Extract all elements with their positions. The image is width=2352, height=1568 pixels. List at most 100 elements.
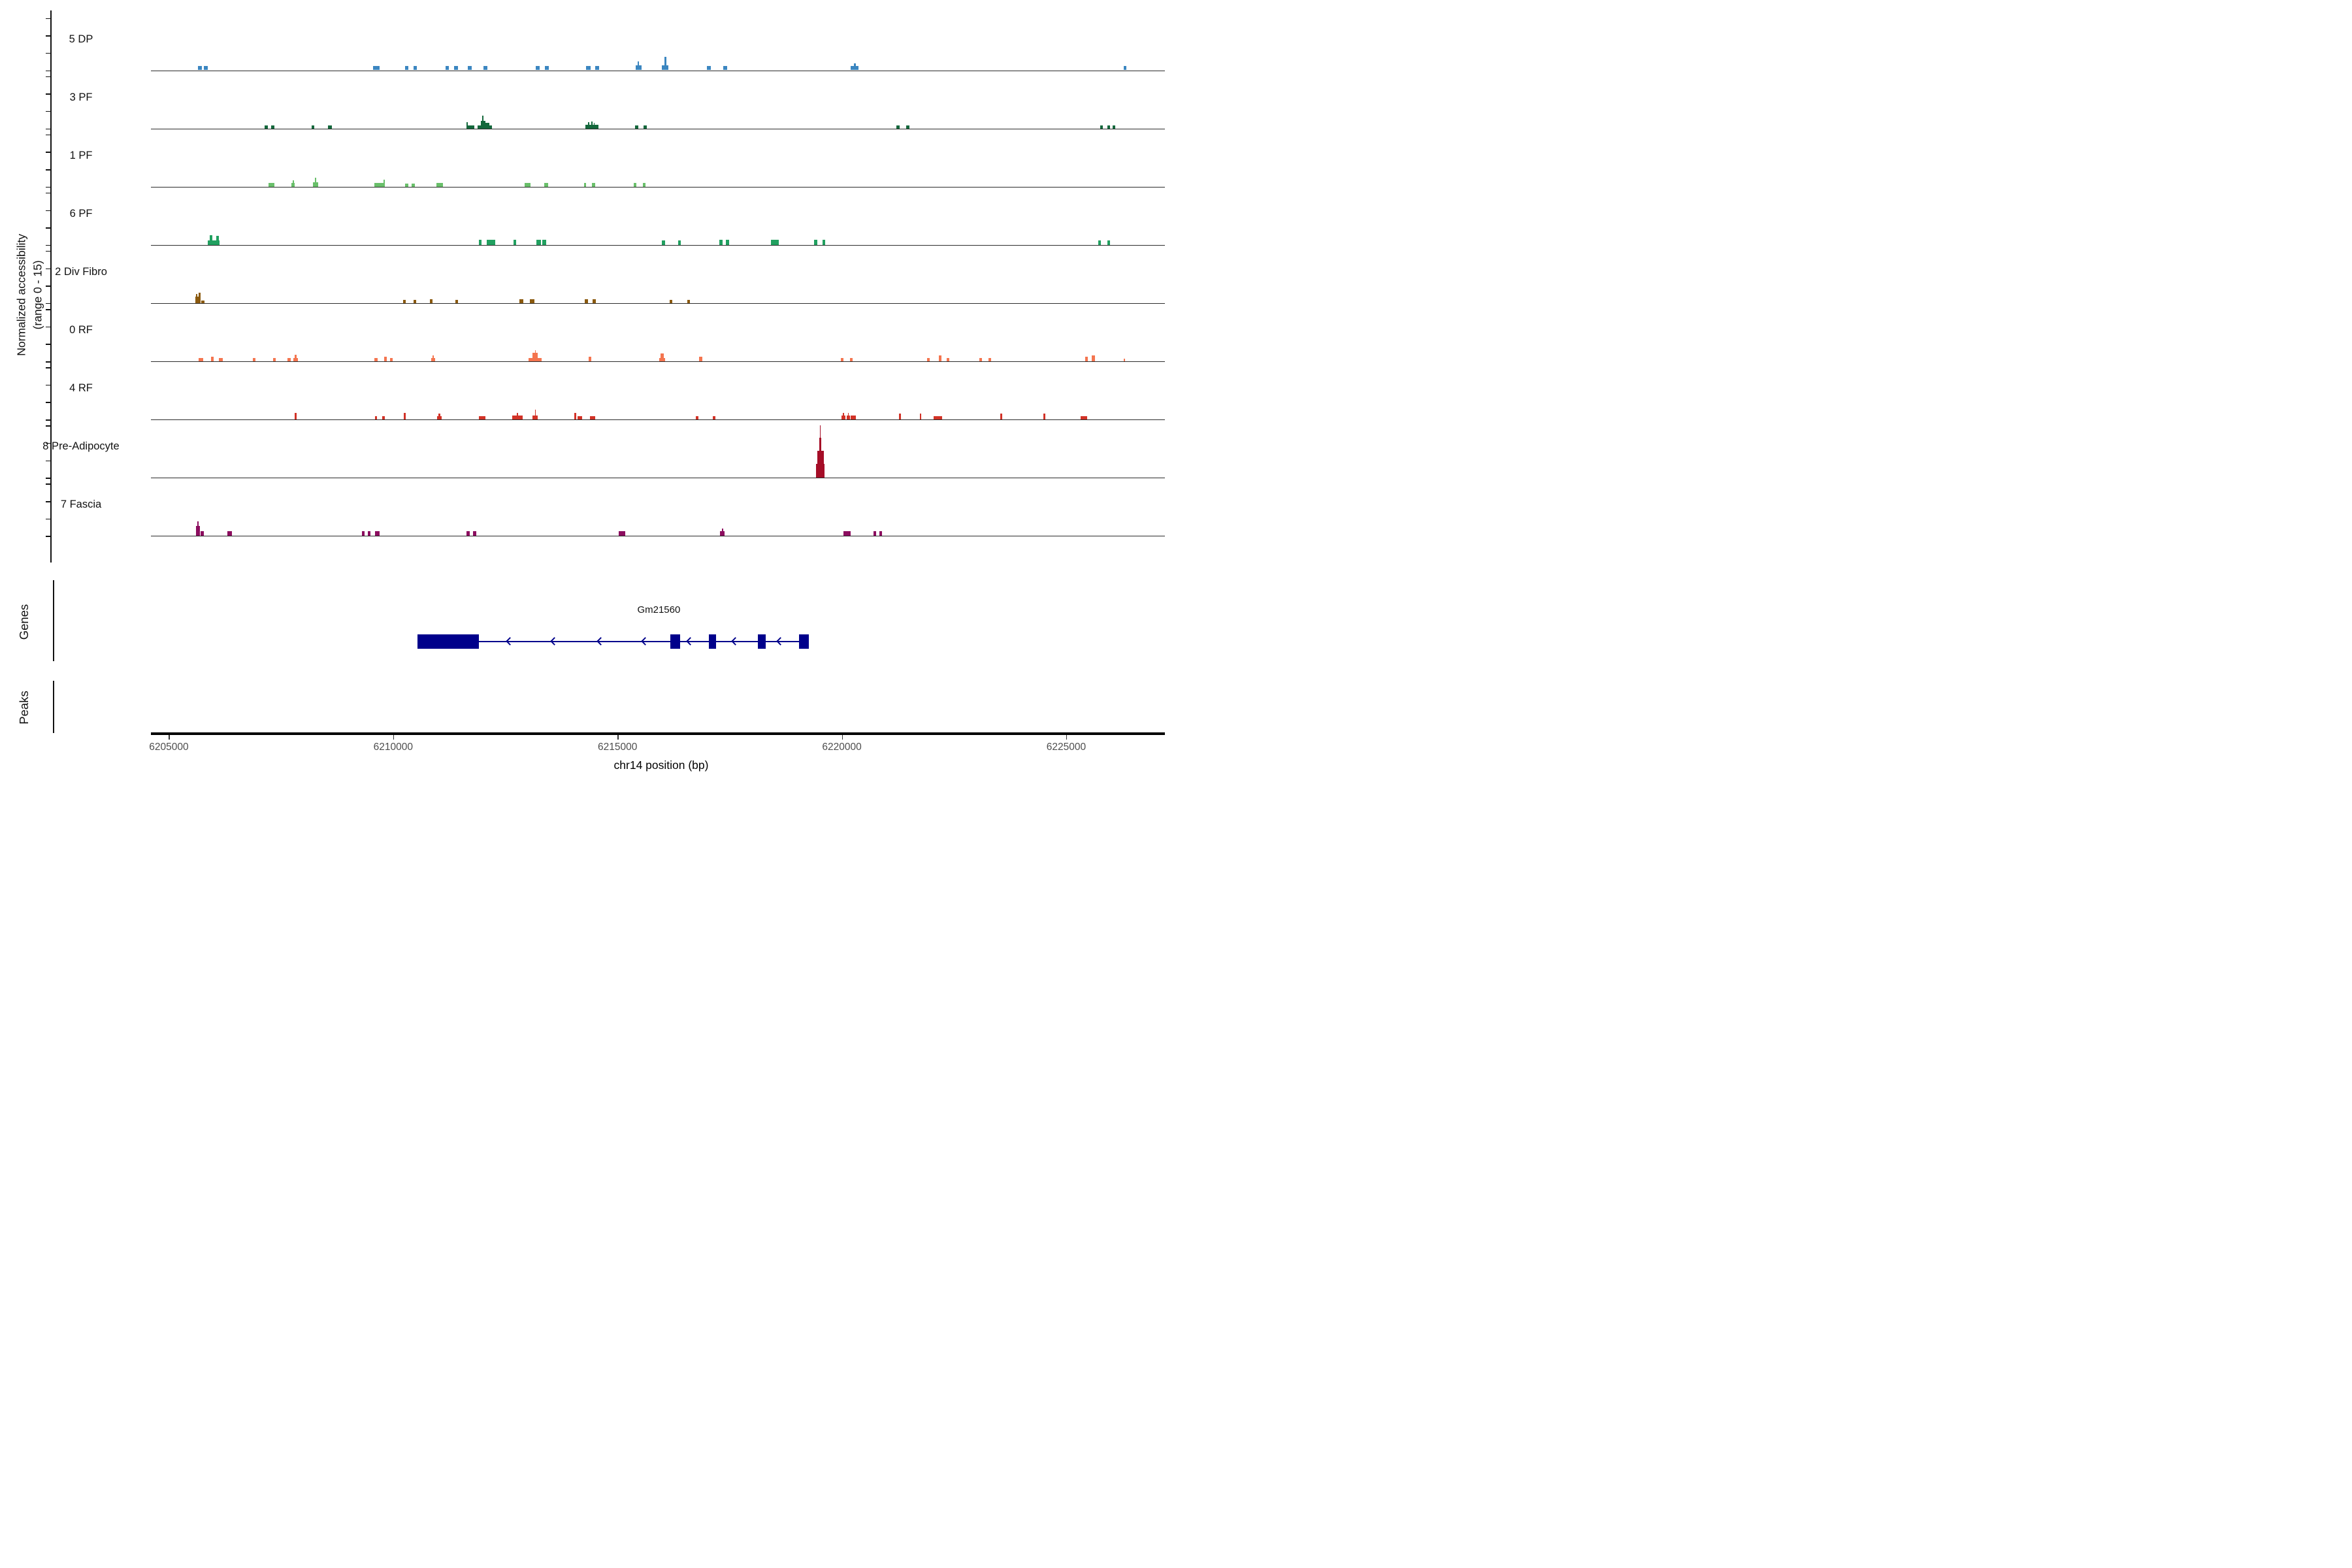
- coverage-bar: [216, 235, 220, 245]
- coverage-bar: [368, 531, 371, 536]
- coverage-bar: [1113, 125, 1115, 129]
- track-baseline: [151, 244, 1165, 246]
- y-axis-tick: [46, 110, 50, 112]
- coverage-bar: [436, 183, 443, 187]
- coverage-bar: [374, 357, 378, 361]
- gene-intron-line: [479, 640, 809, 643]
- coverage-bar: [466, 122, 468, 129]
- x-axis-tick: [617, 734, 619, 740]
- y-axis-tick: [46, 478, 50, 479]
- coverage-bar: [519, 299, 524, 303]
- coverage-bar: [403, 412, 406, 420]
- coverage-bar: [577, 416, 583, 420]
- coverage-bar: [919, 414, 922, 420]
- coverage-bar: [265, 125, 269, 129]
- y-axis-tick: [46, 152, 50, 153]
- y-axis-tick: [46, 244, 50, 246]
- y-axis-tick: [46, 286, 50, 287]
- track-label: 8 Pre-Adipocyte: [42, 440, 120, 453]
- x-axis-tick: [169, 734, 170, 740]
- coverage-bar: [478, 416, 486, 420]
- track-label: 6 PF: [69, 207, 93, 220]
- coverage-bar: [634, 183, 637, 187]
- track-label: 1 PF: [69, 149, 93, 161]
- coverage-bar: [583, 182, 587, 187]
- coverage-bar: [854, 63, 856, 71]
- coverage-bar: [988, 358, 991, 361]
- track-label: 0 RF: [69, 324, 93, 336]
- coverage-bar: [530, 299, 534, 303]
- gene-exon: [757, 634, 766, 649]
- coverage-bar: [484, 122, 490, 129]
- coverage-bar: [850, 416, 857, 420]
- coverage-bar: [847, 412, 849, 420]
- coverage-bar: [638, 61, 640, 71]
- coverage-bar: [841, 358, 844, 361]
- coverage-bar: [473, 531, 477, 536]
- coverage-bar: [195, 297, 200, 303]
- track-label: 7 Fascia: [60, 498, 102, 511]
- y-axis-tick: [46, 227, 50, 229]
- x-axis-layer: 6205000 6210000 6215000 6220000 6225000 chr14…: [0, 0, 1176, 784]
- coverage-bar: [405, 183, 409, 187]
- coverage-bar: [374, 416, 378, 420]
- y-axis-tick: [46, 250, 50, 252]
- coverage-bar: [198, 66, 202, 71]
- coverage-bar: [699, 357, 702, 361]
- coverage-bar: [200, 531, 204, 536]
- coverage-bar: [873, 531, 877, 536]
- x-axis-tick-label: 6205000: [149, 742, 189, 753]
- coverage-bar: [899, 414, 902, 420]
- coverage-bar: [272, 358, 276, 361]
- coverage-bar: [295, 412, 297, 420]
- y-axis-tick: [46, 52, 50, 54]
- coverage-bar: [1107, 240, 1110, 245]
- coverage-bar: [822, 240, 826, 245]
- coverage-bar: [412, 183, 416, 187]
- coverage-bar: [926, 358, 930, 361]
- x-axis-tick-label: 6215000: [598, 742, 638, 753]
- coverage-plot-figure: Normalized accessibility (range 0 - 15) …: [0, 0, 1176, 784]
- y-axis-tick: [46, 361, 50, 363]
- y-axis-tick: [46, 518, 50, 520]
- coverage-bar: [542, 240, 547, 245]
- coverage-bar: [1107, 125, 1110, 129]
- coverage-bar: [374, 183, 385, 187]
- coverage-bar: [413, 299, 416, 303]
- y-axis-tick: [46, 192, 50, 194]
- coverage-bar: [372, 65, 380, 71]
- coverage-bar: [295, 355, 297, 361]
- coverage-tracks-layer: 5 DP 3 PF 1 PF 6 PF 2 Div Fibro 0 RF 4 RF 8 Pre…: [0, 0, 1176, 784]
- coverage-bar: [197, 521, 199, 536]
- coverage-bar: [592, 299, 596, 303]
- coverage-bar: [312, 125, 315, 129]
- coverage-bar: [403, 299, 406, 303]
- y-axis-tick: [46, 460, 50, 461]
- coverage-bar: [589, 416, 596, 420]
- coverage-bar: [203, 65, 208, 71]
- coverage-bar: [591, 122, 593, 129]
- track-label: 2 Div Fibro: [55, 265, 107, 278]
- y-axis-tick: [46, 344, 50, 345]
- coverage-bar: [946, 358, 949, 361]
- coverage-bar: [849, 358, 853, 361]
- coverage-bar: [466, 531, 470, 536]
- y-axis-tick: [46, 302, 50, 304]
- coverage-bar: [219, 358, 223, 361]
- y-axis-tick: [46, 93, 50, 95]
- y-axis-tick: [46, 186, 50, 188]
- gene-exon: [670, 634, 680, 649]
- coverage-bar: [642, 183, 645, 187]
- coverage-bar: [726, 239, 729, 245]
- coverage-bar: [1124, 66, 1127, 71]
- coverage-bar: [195, 293, 197, 303]
- track-baseline: [151, 361, 1165, 362]
- coverage-bar: [199, 358, 203, 361]
- coverage-bar: [361, 531, 365, 536]
- y-axis-tick: [46, 35, 50, 37]
- coverage-bar: [389, 358, 393, 361]
- coverage-bar: [1092, 355, 1095, 361]
- coverage-bar: [517, 412, 519, 420]
- coverage-bar: [253, 357, 256, 361]
- coverage-bar: [712, 416, 715, 420]
